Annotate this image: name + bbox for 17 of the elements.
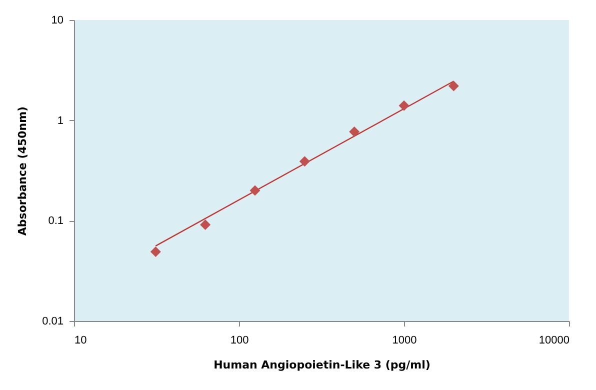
- x-tick-label: 10000: [538, 334, 570, 346]
- y-axis-title: Absorbance (450nm): [16, 106, 30, 236]
- x-tick-label: 10: [74, 334, 87, 346]
- point: [299, 156, 310, 167]
- y-tick-label: 0.1: [48, 215, 64, 228]
- point: [250, 185, 260, 196]
- y-tick-label: 0.01: [42, 316, 64, 328]
- point: [349, 126, 360, 137]
- x-tick-label: 100: [230, 334, 249, 346]
- point: [150, 246, 161, 257]
- x-tick-label: 1000: [392, 334, 417, 346]
- point: [200, 220, 211, 230]
- y-tick-label: 1: [57, 114, 64, 127]
- point: [448, 80, 459, 92]
- point: [398, 100, 410, 111]
- x-axis-title: Human Angiopoietin-Like 3 (pg/ml): [214, 358, 430, 372]
- y-tick-label: 10: [51, 14, 64, 26]
